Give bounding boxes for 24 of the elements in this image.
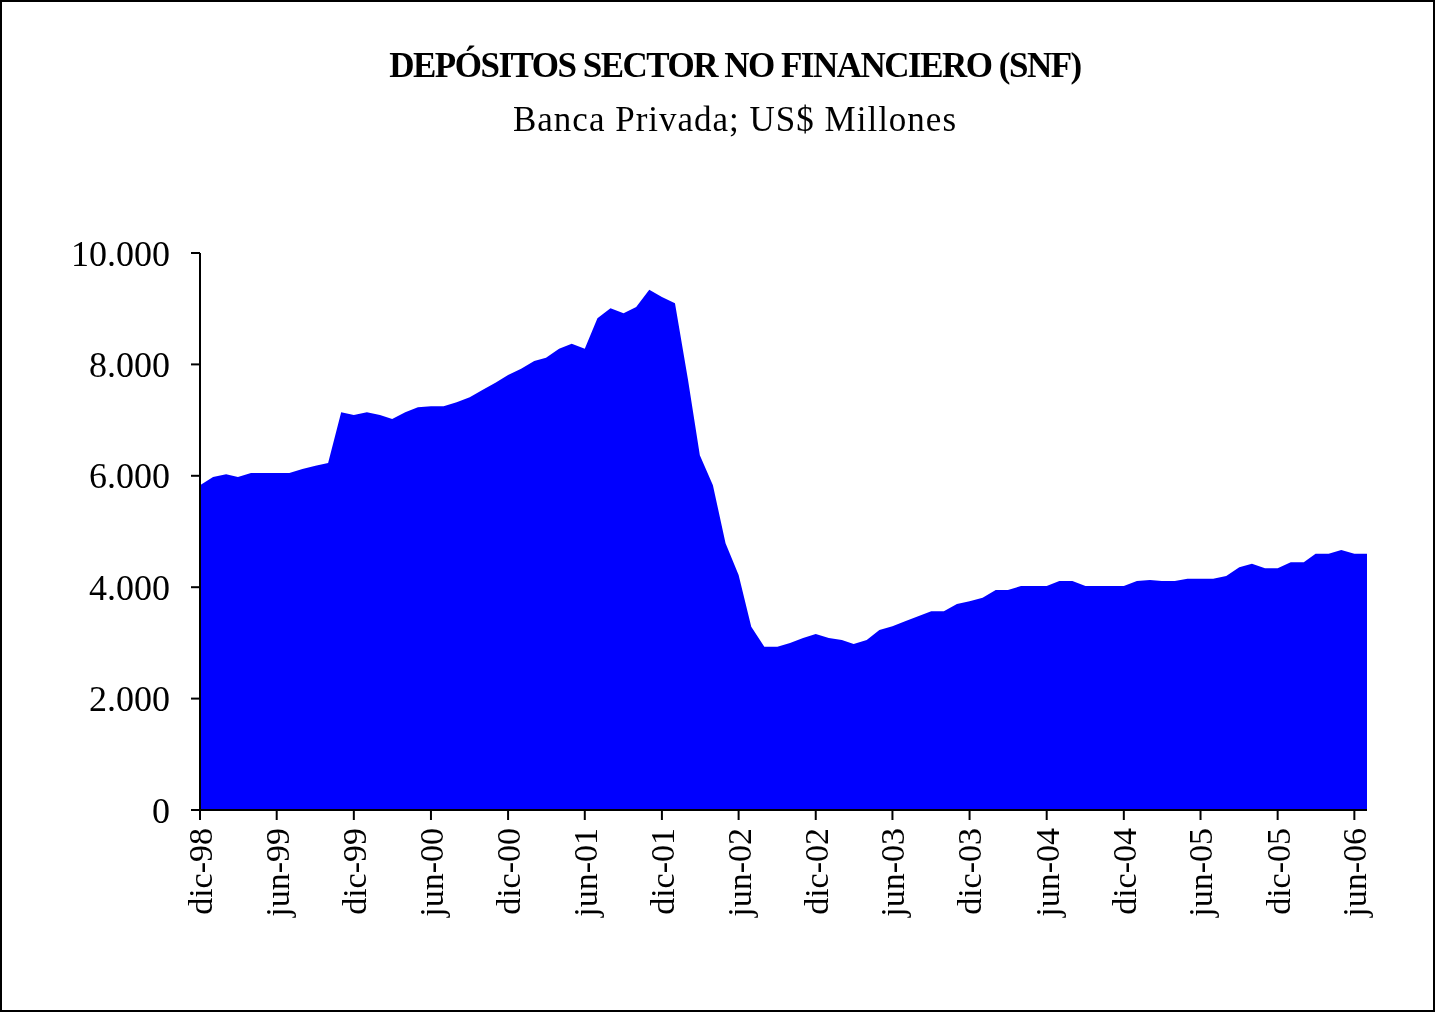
chart-subtitle: Banca Privada; US$ Millones xyxy=(512,100,958,139)
x-tick-label: dic-04 xyxy=(1105,828,1143,915)
chart-title: DEPÓSITOS SECTOR NO FINANCIERO (SNF) xyxy=(389,45,1082,85)
y-tick-label: 6.000 xyxy=(89,456,170,497)
x-tick-label: jun-05 xyxy=(1182,828,1220,918)
y-tick-label: 8.000 xyxy=(89,345,170,385)
x-tick-label: jun-03 xyxy=(874,828,912,918)
x-tick-label: jun-06 xyxy=(1336,828,1374,918)
x-tick-label: jun-02 xyxy=(720,828,758,918)
x-tick-label: dic-00 xyxy=(489,828,527,915)
x-tick-label: dic-05 xyxy=(1259,828,1297,915)
x-tick-label: dic-99 xyxy=(335,828,373,915)
x-tick-label: jun-99 xyxy=(258,828,296,918)
x-tick-label: dic-01 xyxy=(643,828,681,915)
x-tick-label: jun-04 xyxy=(1028,828,1066,918)
y-tick-label: 10.000 xyxy=(71,233,170,274)
y-tick-label: 4.000 xyxy=(89,567,170,608)
x-tick-label: jun-00 xyxy=(412,828,450,918)
x-tick-label: dic-03 xyxy=(951,828,989,915)
y-tick-label: 0 xyxy=(152,790,170,831)
x-tick-label: jun-01 xyxy=(566,828,604,918)
x-tick-label: dic-02 xyxy=(797,828,835,915)
x-tick-label: dic-98 xyxy=(181,828,219,915)
y-tick-label: 2.000 xyxy=(89,679,170,720)
